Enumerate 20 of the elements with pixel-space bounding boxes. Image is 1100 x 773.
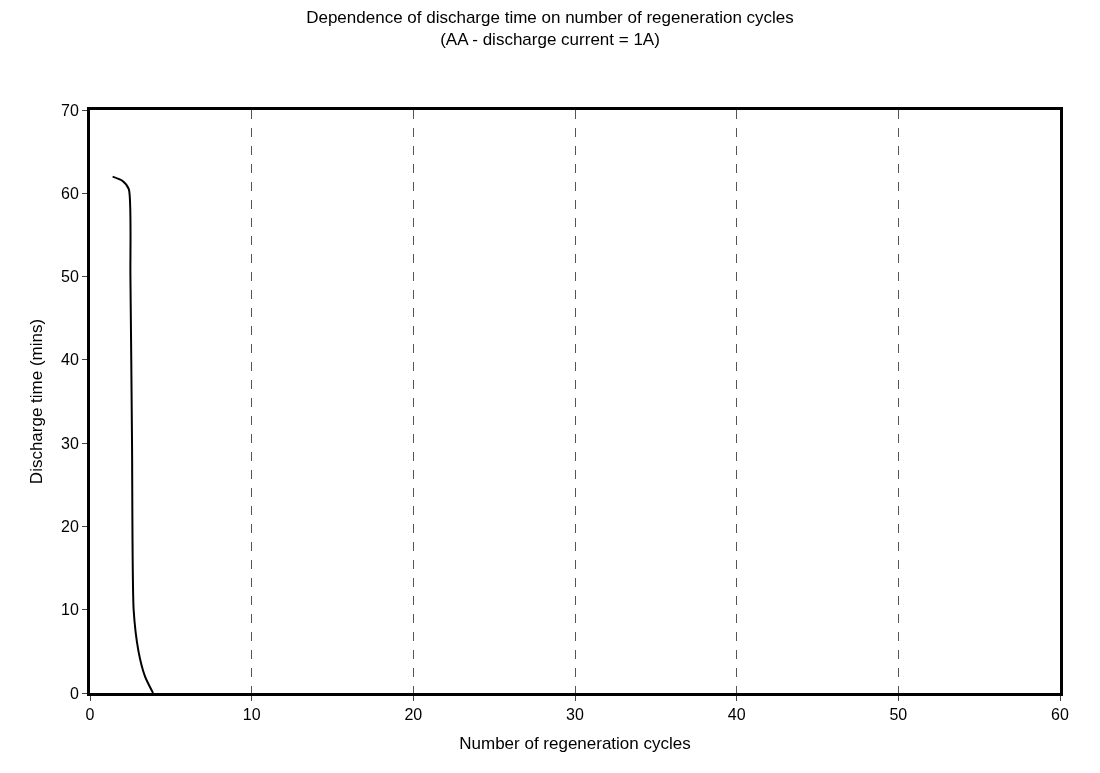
y-axis-title: Discharge time (mins) [26, 318, 46, 485]
x-tick-label: 0 [85, 706, 95, 724]
x-tick-label: 40 [727, 706, 746, 724]
chart-title: Dependence of discharge time on number of regeneration cycles [306, 8, 794, 28]
y-tick-label: 70 [61, 101, 79, 119]
x-tick-label: 20 [404, 706, 423, 724]
x-tick-label: 30 [566, 706, 584, 724]
y-tick-label: 30 [61, 434, 79, 452]
x-tick-label: 50 [889, 706, 908, 724]
y-tick-label: 60 [61, 184, 79, 202]
x-tick-label: 60 [1051, 706, 1069, 724]
x-axis-title: Number of regeneration cycles [459, 733, 691, 753]
line-series [111, 175, 155, 693]
chart-subtitle: (AA - discharge current = 1A) [440, 30, 660, 50]
y-tick-label: 20 [61, 518, 79, 536]
x-tick-label: 10 [242, 706, 261, 724]
y-tick-label: 0 [69, 684, 79, 702]
y-tick-label: 40 [61, 351, 79, 369]
y-tick-label: 50 [61, 268, 79, 286]
y-tick-label: 10 [61, 601, 79, 619]
